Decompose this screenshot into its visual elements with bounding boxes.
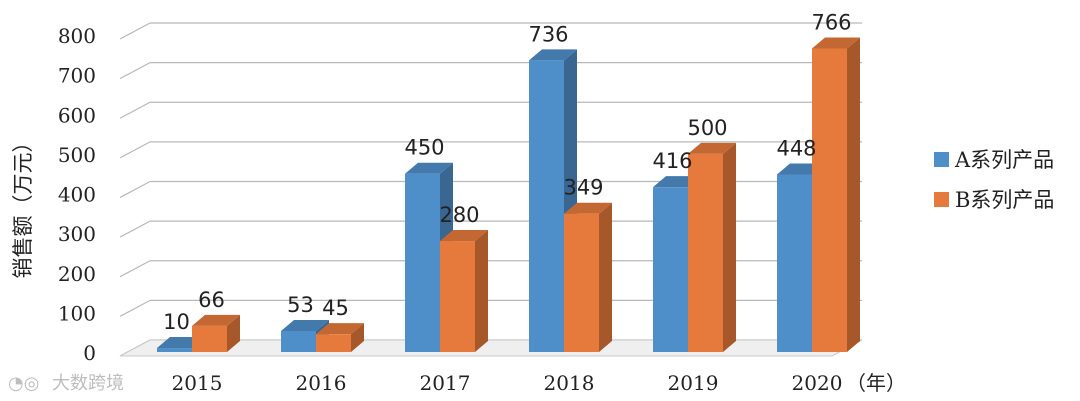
data-label: 280 [439, 203, 479, 227]
x-tick-label: 2017 [420, 371, 471, 395]
grid-depth-line [119, 180, 151, 199]
watermark-text: 大数跨境 [52, 373, 124, 394]
bar-top [529, 49, 577, 61]
y-tick-label: 700 [58, 64, 96, 88]
y-axis-ticks: 0 100 200 300 400 500 600 700 800 [58, 24, 96, 365]
data-label: 416 [652, 149, 692, 173]
bar-side [723, 142, 736, 352]
legend-swatch-b [934, 192, 949, 207]
x-tick-label: 2016 [296, 371, 347, 395]
data-label: 45 [322, 296, 349, 320]
data-label: 53 [287, 293, 314, 317]
grid-depth-line [119, 22, 151, 40]
legend-label-b: B系列产品 [955, 188, 1054, 212]
y-tick-label: 400 [58, 183, 96, 207]
y-tick-label: 0 [83, 341, 96, 365]
data-label: 736 [528, 22, 568, 46]
x-tick-label: 2015 [172, 371, 223, 395]
y-tick-label: 800 [58, 24, 96, 48]
y-tick-label: 500 [58, 143, 96, 167]
x-tick-label: 2020 [792, 371, 843, 395]
data-label: 450 [404, 136, 444, 160]
x-axis-title: （年） [846, 371, 906, 395]
bar-a-2015 [157, 348, 192, 352]
grid-depth-line [119, 260, 151, 278]
data-label: 500 [687, 116, 727, 140]
bar-b-2017 [440, 241, 475, 352]
data-labels: 10 66 53 45 450 280 736 349 416 500 448 766 [163, 10, 851, 334]
y-tick-label: 200 [58, 262, 96, 286]
bar-side [599, 202, 612, 352]
bar-b-2016 [316, 334, 351, 352]
watermark-logo-icon: ◔◎ [8, 373, 39, 394]
data-label: 10 [163, 310, 190, 334]
legend-swatch-a [934, 152, 949, 167]
y-tick-label: 600 [58, 103, 96, 127]
bar-top [812, 37, 860, 49]
grid-depth-line [119, 220, 151, 238]
bar-a-2020 [777, 174, 812, 352]
bar-b-2019 [688, 153, 723, 352]
y-tick-label: 300 [58, 222, 96, 246]
legend-label-a: A系列产品 [954, 148, 1054, 172]
bar-side [227, 314, 240, 352]
data-label: 766 [811, 10, 851, 34]
bar-b-2018 [564, 213, 599, 352]
grid-depth-line [119, 141, 151, 159]
y-tick-label: 100 [58, 301, 96, 325]
grid-depth-line [119, 299, 151, 317]
x-tick-label: 2019 [668, 371, 719, 395]
watermark: ◔◎ 大数跨境 [8, 373, 124, 394]
data-label: 349 [563, 176, 603, 200]
bar-top [192, 314, 240, 326]
gridlines [119, 22, 863, 357]
bar-a-2017 [405, 173, 440, 352]
x-tick-label: 2018 [544, 371, 595, 395]
data-label: 448 [776, 136, 816, 160]
bar-top [440, 230, 488, 242]
bar-top [281, 319, 329, 331]
legend: A系列产品 B系列产品 [934, 148, 1054, 212]
bar-side [351, 323, 364, 352]
bar-a-2016 [281, 330, 316, 352]
grid-depth-line [119, 101, 151, 119]
bar-side [475, 230, 488, 352]
bar-b-2020 [812, 48, 847, 352]
bar-a-2019 [653, 187, 688, 352]
y-axis-title: 销售额（万元） [11, 132, 35, 279]
bar-top [564, 202, 612, 214]
bar-b-2015 [192, 325, 227, 352]
bar-top [316, 323, 364, 335]
bar-side [847, 37, 860, 352]
data-label: 66 [198, 288, 225, 312]
bar-top [405, 162, 453, 174]
x-axis-ticks: 2015 2016 2017 2018 2019 2020 （年） [172, 371, 906, 395]
bar-a-2018 [529, 60, 564, 353]
grid-depth-line [119, 62, 151, 80]
bars [157, 37, 860, 353]
bar-top [688, 142, 736, 154]
